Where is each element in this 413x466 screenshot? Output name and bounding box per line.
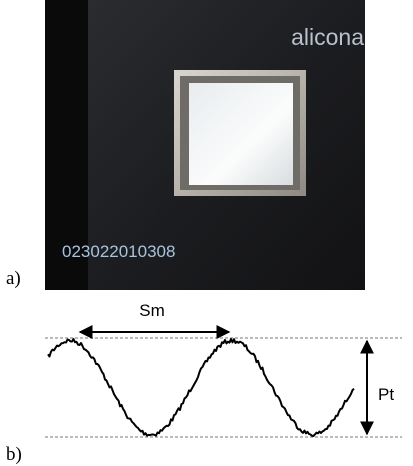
brand-text: alicona (291, 24, 364, 50)
window-glass (189, 83, 293, 185)
panel-label: b) (6, 444, 22, 465)
profile-curve (48, 339, 354, 436)
profile-diagram: Sm Pt (45, 301, 402, 437)
photo: alicona 023022010308 (45, 0, 365, 290)
page: {"panel_a": {"brand": "alicona", "serial… (0, 0, 413, 466)
sm-label: Sm (139, 301, 165, 320)
serial-text: 023022010308 (62, 242, 175, 261)
pt-label: Pt (378, 385, 394, 404)
figure: alicona 023022010308 a) Sm Pt b) (0, 0, 413, 466)
panel-label: a) (6, 268, 21, 289)
